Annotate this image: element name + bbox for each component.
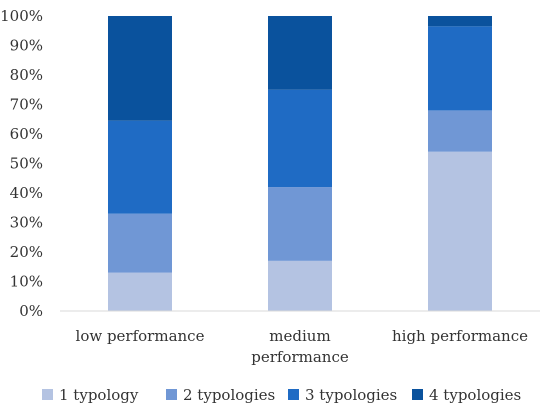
legend: 1 typology 2 typologies 3 typologies 4 typo… bbox=[42, 386, 521, 404]
bar-segment bbox=[428, 26, 492, 111]
legend-label: 2 typologies bbox=[183, 386, 275, 404]
bar-segment bbox=[268, 89, 332, 188]
y-tick-label: 90% bbox=[10, 37, 43, 55]
bar-segment bbox=[268, 260, 332, 311]
x-tick-label: low performance bbox=[76, 327, 205, 345]
x-tick-label-line: high performance bbox=[392, 327, 528, 345]
legend-swatch bbox=[288, 389, 299, 400]
legend-swatch bbox=[412, 389, 423, 400]
bar-segment bbox=[108, 272, 172, 311]
legend-swatch bbox=[42, 389, 53, 400]
y-tick-label: 40% bbox=[10, 184, 43, 202]
bar-segment bbox=[108, 213, 172, 273]
y-tick-label: 20% bbox=[10, 243, 43, 261]
y-tick-label: 70% bbox=[10, 96, 43, 114]
bar-segment bbox=[268, 16, 332, 90]
x-axis-labels: low performance medium performance high per… bbox=[76, 327, 529, 366]
y-tick-label: 60% bbox=[10, 125, 43, 143]
bar-segment bbox=[108, 16, 172, 121]
bar-segment bbox=[428, 110, 492, 152]
y-tick-label: 50% bbox=[10, 155, 43, 173]
legend-label: 1 typology bbox=[59, 386, 139, 404]
y-tick-label: 30% bbox=[10, 214, 43, 232]
bar-segment bbox=[428, 16, 492, 27]
x-tick-label: medium performance bbox=[251, 327, 349, 366]
bars bbox=[108, 16, 492, 311]
y-tick-label: 80% bbox=[10, 66, 43, 84]
x-tick-label: high performance bbox=[392, 327, 528, 345]
legend-swatch bbox=[166, 389, 177, 400]
y-tick-label: 100% bbox=[0, 7, 43, 25]
legend-label: 3 typologies bbox=[305, 386, 397, 404]
legend-label: 4 typologies bbox=[429, 386, 521, 404]
x-tick-label-line: low performance bbox=[76, 327, 205, 345]
bar-segment bbox=[108, 120, 172, 214]
bar-segment bbox=[268, 187, 332, 261]
bar-segment bbox=[428, 151, 492, 311]
x-tick-label-line: performance bbox=[251, 348, 349, 366]
y-tick-label: 10% bbox=[10, 273, 43, 291]
y-axis: 0% 10% 20% 30% 40% 50% 60% 70% 80% 90% 100% bbox=[0, 7, 43, 320]
x-tick-label-line: medium bbox=[269, 327, 330, 345]
y-tick-label: 0% bbox=[19, 302, 43, 320]
